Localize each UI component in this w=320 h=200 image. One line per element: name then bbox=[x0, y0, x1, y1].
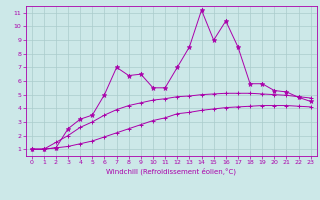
X-axis label: Windchill (Refroidissement éolien,°C): Windchill (Refroidissement éolien,°C) bbox=[106, 168, 236, 175]
